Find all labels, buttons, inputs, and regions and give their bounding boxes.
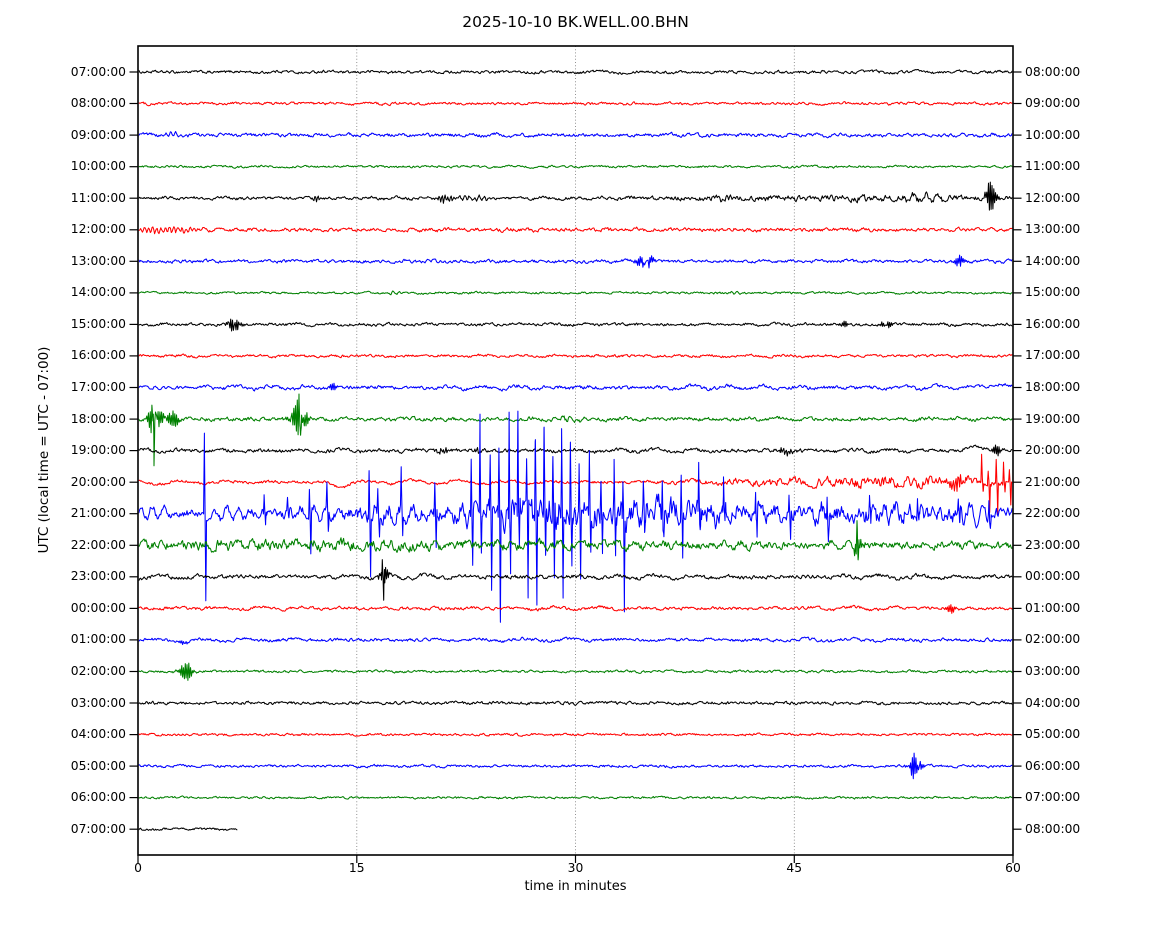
trace-row-08:00:00	[138, 101, 1013, 107]
trace-row-20:00:00	[138, 453, 1013, 516]
right-time-label: 23:00:00	[1025, 537, 1081, 552]
right-time-label: 15:00:00	[1025, 285, 1081, 300]
trace-row-12:00:00	[138, 226, 1013, 235]
left-time-label: 07:00:00	[70, 821, 126, 836]
trace-row-06:00:00	[138, 795, 1013, 800]
right-time-label: 20:00:00	[1025, 443, 1081, 458]
right-time-label: 11:00:00	[1025, 159, 1081, 174]
left-time-label: 04:00:00	[70, 727, 126, 742]
right-time-label: 08:00:00	[1025, 821, 1081, 836]
x-tick-label: 0	[134, 861, 142, 875]
axis-ticks	[129, 71, 1022, 863]
trace-row-05:00:00	[138, 752, 1013, 780]
plot-frame	[137, 45, 1014, 856]
right-time-label: 09:00:00	[1025, 96, 1081, 111]
right-time-label: 16:00:00	[1025, 316, 1081, 331]
x-tick-label: 60	[1005, 861, 1021, 875]
trace-row-00:00:00	[138, 604, 1013, 614]
left-time-label: 16:00:00	[70, 348, 126, 363]
right-time-label: 21:00:00	[1025, 474, 1081, 489]
left-time-label: 07:00:00	[70, 64, 126, 79]
left-time-label: 03:00:00	[70, 695, 126, 710]
right-time-label: 12:00:00	[1025, 190, 1081, 205]
left-time-label: 01:00:00	[70, 632, 126, 647]
right-time-label: 02:00:00	[1025, 632, 1081, 647]
trace-row-02:00:00	[138, 662, 1013, 681]
trace-row-09:00:00	[138, 130, 1013, 139]
left-time-label: 17:00:00	[70, 380, 126, 394]
trace-row-14:00:00	[138, 290, 1013, 296]
left-time-label: 18:00:00	[70, 411, 126, 426]
right-time-label: 04:00:00	[1025, 695, 1081, 710]
left-time-label: 12:00:00	[70, 222, 126, 237]
x-tick-label: 45	[786, 861, 803, 875]
right-time-label: 10:00:00	[1025, 127, 1081, 142]
right-time-label: 19:00:00	[1025, 411, 1081, 426]
right-time-label: 03:00:00	[1025, 663, 1081, 678]
left-time-label: 19:00:00	[70, 443, 126, 458]
left-time-label: 22:00:00	[70, 537, 126, 552]
trace-row-17:00:00	[138, 382, 1013, 392]
left-time-label: 06:00:00	[70, 790, 126, 805]
trace-row-01:00:00	[138, 636, 1013, 646]
right-time-label: 13:00:00	[1025, 222, 1081, 237]
x-tick-label: 15	[348, 861, 365, 875]
right-time-label: 07:00:00	[1025, 790, 1081, 805]
trace-row-11:00:00	[138, 181, 1013, 211]
right-time-label: 17:00:00	[1025, 348, 1081, 363]
left-time-label: 11:00:00	[70, 190, 126, 205]
trace-row-22:00:00	[138, 520, 1013, 561]
right-time-label: 14:00:00	[1025, 253, 1081, 268]
right-time-label: 05:00:00	[1025, 727, 1081, 742]
left-time-label: 09:00:00	[70, 127, 126, 142]
left-time-label: 13:00:00	[70, 253, 126, 268]
trace-row-10:00:00	[138, 164, 1013, 169]
figure-title: 2025-10-10 BK.WELL.00.BHN	[462, 13, 689, 31]
trace-row-04:00:00	[138, 732, 1013, 737]
left-time-label: 15:00:00	[70, 316, 126, 331]
trace-row-18:00:00	[138, 393, 1013, 467]
trace-row-07:00:00	[138, 68, 1013, 75]
right-time-label: 18:00:00	[1025, 380, 1081, 394]
x-tick-label: 30	[567, 861, 584, 875]
left-time-label: 00:00:00	[70, 600, 126, 615]
right-time-label: 08:00:00	[1025, 64, 1081, 79]
left-time-label: 20:00:00	[70, 474, 126, 489]
left-time-label: 21:00:00	[70, 506, 126, 521]
trace-row-07:00:00	[138, 827, 238, 831]
trace-row-15:00:00	[138, 318, 1013, 332]
left-time-label: 02:00:00	[70, 663, 126, 678]
right-time-label: 00:00:00	[1025, 569, 1081, 584]
right-time-label: 01:00:00	[1025, 600, 1081, 615]
trace-row-13:00:00	[138, 254, 1013, 269]
x-axis-label: time in minutes	[524, 879, 627, 894]
left-time-label: 08:00:00	[70, 96, 126, 111]
left-time-label: 05:00:00	[70, 758, 126, 773]
right-time-label: 06:00:00	[1025, 758, 1081, 773]
left-time-label: 10:00:00	[70, 159, 126, 174]
trace-row-23:00:00	[138, 559, 1013, 601]
trace-row-19:00:00	[138, 444, 1013, 457]
trace-row-16:00:00	[138, 353, 1013, 359]
trace-row-21:00:00	[138, 410, 1013, 623]
trace-row-03:00:00	[138, 700, 1013, 706]
right-time-label: 22:00:00	[1025, 506, 1081, 521]
left-time-label: 14:00:00	[70, 285, 126, 300]
left-time-label: 23:00:00	[70, 569, 126, 584]
